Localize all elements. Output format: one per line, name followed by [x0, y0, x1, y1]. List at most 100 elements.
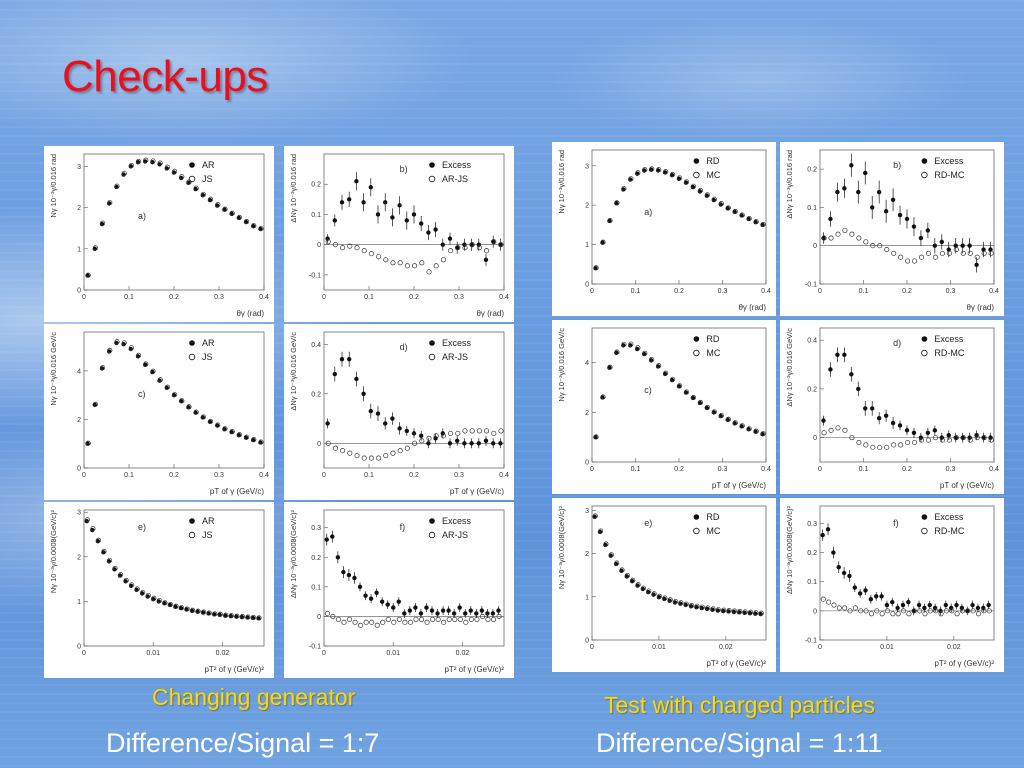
legend-marker-filled	[429, 162, 435, 168]
data-point	[339, 200, 345, 205]
y-tick-label: 0	[585, 460, 589, 467]
data-point	[419, 433, 424, 439]
data-point	[357, 584, 363, 590]
data-point-open	[877, 243, 883, 249]
data-point-open	[663, 370, 669, 376]
data-point	[435, 611, 440, 616]
data-point-open	[179, 398, 185, 404]
data-point-open	[376, 254, 382, 260]
data-point	[911, 224, 917, 229]
data-point-open	[753, 610, 759, 616]
x-tick-label: 0.02	[947, 644, 961, 651]
data-point-open	[742, 609, 748, 615]
data-point-open	[884, 246, 890, 253]
data-point-open	[457, 616, 463, 622]
data-point	[897, 212, 903, 218]
data-point	[868, 597, 874, 602]
data-point-open	[325, 239, 331, 245]
data-point-open	[954, 611, 960, 617]
panel-label: f)	[893, 518, 899, 528]
data-point-open	[151, 595, 157, 601]
plot-frame	[323, 331, 505, 469]
data-point-open	[646, 588, 652, 594]
y-tick-label: 4	[77, 368, 81, 375]
data-point-open	[162, 600, 168, 606]
data-point-open	[121, 340, 127, 346]
data-point-open	[901, 608, 907, 614]
series-excess	[324, 530, 501, 618]
data-point-open	[396, 616, 402, 622]
data-point-open	[258, 439, 264, 445]
y-tick-label: 0	[585, 282, 589, 289]
legend-entry: RD	[706, 512, 719, 522]
data-point-open	[383, 257, 389, 263]
data-point	[498, 441, 503, 446]
legend-entry: Excess	[442, 338, 472, 348]
data-point-open	[340, 448, 346, 454]
data-point-open	[446, 616, 452, 622]
data-point-open	[208, 196, 214, 202]
data-point	[429, 608, 435, 613]
data-point-open	[895, 611, 901, 617]
data-point	[455, 438, 460, 443]
x-tick-label: 0.3	[946, 466, 956, 473]
data-point	[828, 216, 833, 222]
data-point-open	[440, 257, 446, 263]
data-point	[332, 218, 337, 223]
data-point-open	[358, 622, 364, 628]
data-point-open	[624, 573, 630, 579]
data-point-open	[739, 212, 745, 218]
x-tick-label: 0.3	[718, 466, 728, 473]
data-point-open	[469, 428, 475, 434]
data-point	[904, 428, 910, 433]
data-point	[361, 391, 366, 397]
legend-marker-open	[188, 175, 196, 183]
data-point-open	[92, 401, 98, 407]
data-point	[884, 602, 890, 608]
data-point	[879, 594, 884, 599]
plot-frame	[591, 149, 767, 285]
data-point-open	[670, 171, 676, 177]
data-point-open	[208, 418, 214, 424]
data-point-open	[932, 435, 938, 441]
data-point	[876, 415, 882, 421]
data-point	[325, 236, 330, 241]
data-point	[981, 247, 986, 252]
series-rd-mc	[821, 425, 994, 450]
caption-charged-particles: Test with charged particles	[604, 692, 876, 718]
chart-right-a: 0 0.1 0.2 0.3 0.4 0 1 2 3 θγ (rad) Nγ 10⁻³γ/0.016 …	[552, 142, 776, 316]
data-point-open	[981, 608, 987, 614]
data-point-open	[412, 440, 418, 446]
y-tick-label: -0.1	[805, 282, 817, 289]
chart-right-f: 0 0.01 0.02 -0.1 0 0.1 0.2 0.3 pT² of γ (GeV/c)²…	[780, 498, 1004, 672]
panel-label: f)	[400, 522, 406, 532]
data-point	[835, 189, 840, 195]
y-tick-label: 2	[77, 205, 81, 212]
data-point-open	[390, 450, 396, 456]
data-point	[897, 423, 903, 428]
x-tick-label: 0	[590, 288, 594, 295]
legend-marker-open	[188, 353, 196, 361]
data-point	[890, 420, 896, 426]
data-point-open	[212, 611, 218, 617]
data-point	[496, 608, 501, 613]
panel-label: b)	[893, 160, 901, 170]
data-point-open	[946, 437, 952, 443]
data-point-open	[891, 442, 897, 448]
data-point	[831, 550, 836, 555]
data-point-open	[905, 258, 911, 264]
data-point-open	[134, 586, 140, 592]
data-point-open	[136, 352, 142, 358]
data-point-open	[949, 608, 955, 614]
legend-entry: AR	[202, 338, 215, 348]
data-point	[385, 602, 390, 607]
data-point-open	[476, 245, 482, 251]
data-point-open	[143, 157, 149, 163]
data-point-open	[630, 577, 636, 583]
data-point-open	[953, 435, 959, 441]
data-point-open	[835, 425, 841, 431]
data-point	[863, 588, 868, 593]
data-point-open	[614, 349, 620, 355]
data-point-open	[758, 610, 764, 616]
